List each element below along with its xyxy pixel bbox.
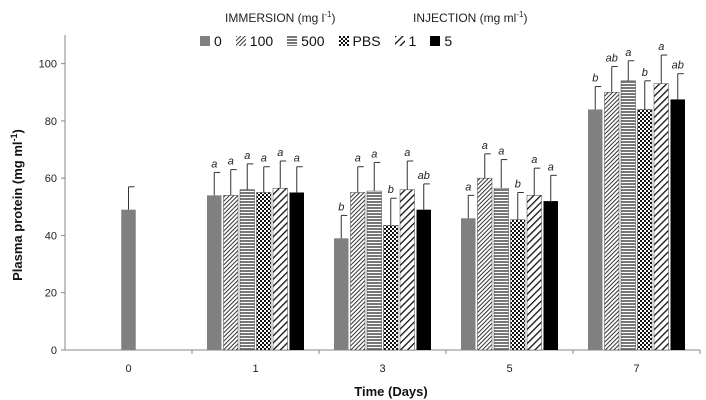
significance-label: b <box>642 67 648 79</box>
x-tick-label: 7 <box>633 363 639 375</box>
significance-label: a <box>244 150 250 162</box>
legend-item: 0 <box>200 33 222 49</box>
legend-label: 500 <box>301 33 325 49</box>
legend-swatch <box>200 36 210 46</box>
bar <box>289 192 304 350</box>
significance-label: a <box>498 146 504 158</box>
legend-swatch <box>235 36 246 46</box>
x-tick-label: 1 <box>252 363 258 375</box>
x-tick-label: 5 <box>506 363 512 375</box>
legend-swatch <box>287 36 298 46</box>
legend-item: PBS <box>338 33 381 49</box>
bar <box>461 218 476 350</box>
y-tick-label: 60 <box>45 173 57 185</box>
legend-swatch-fill <box>235 36 246 46</box>
bar <box>223 195 239 351</box>
bar <box>670 99 685 350</box>
x-tick-label: 3 <box>379 363 385 375</box>
legend-swatch-fill <box>287 36 298 46</box>
significance-label: a <box>404 147 410 159</box>
legend-item: 100 <box>235 33 274 49</box>
bar <box>334 238 349 350</box>
legend-swatch-fill <box>394 36 405 46</box>
bar <box>399 189 415 351</box>
significance-label: a <box>465 181 471 193</box>
bar <box>493 187 509 351</box>
bar <box>366 190 382 351</box>
y-tick-label: 40 <box>45 230 57 242</box>
legend-label: 0 <box>214 33 222 49</box>
significance-label: a <box>228 156 234 168</box>
bar <box>588 109 603 350</box>
legend-label: 1 <box>408 33 417 49</box>
bar <box>383 225 399 351</box>
legend-item: 5 <box>430 33 452 49</box>
significance-label: b <box>515 179 521 191</box>
significance-label: a <box>482 140 488 152</box>
legend-injection-title: INJECTION (mg ml-1) <box>413 10 528 25</box>
bar <box>207 195 222 350</box>
bar <box>477 177 493 351</box>
bar <box>653 83 669 351</box>
legend-label: PBS <box>352 33 381 49</box>
bar <box>620 80 636 351</box>
significance-label: ab <box>418 170 430 182</box>
legend: 0 100 500 PBS 1 5 <box>200 33 466 49</box>
significance-label: a <box>211 158 217 170</box>
bar <box>543 201 558 350</box>
legend-swatch <box>430 36 441 46</box>
significance-label: a <box>658 41 664 53</box>
significance-label: b <box>388 184 394 196</box>
bar <box>604 92 620 351</box>
significance-label: b <box>338 201 344 213</box>
significance-label: a <box>371 148 377 160</box>
significance-label: a <box>355 153 361 165</box>
significance-label: a <box>294 153 300 165</box>
legend-swatch <box>394 36 405 46</box>
legend-label: 5 <box>444 33 453 49</box>
bar <box>350 192 366 351</box>
bar <box>416 209 431 350</box>
x-tick-label: 0 <box>125 363 131 375</box>
legend-immersion-title: IMMERSION (mg l-1) <box>225 10 336 25</box>
legend-label: 100 <box>249 33 274 49</box>
significance-label: a <box>277 147 283 159</box>
legend-swatch-fill <box>200 36 210 46</box>
legend-swatch <box>338 36 349 46</box>
bar <box>637 109 653 351</box>
bar <box>526 195 542 351</box>
x-axis-label: Time (Days) <box>354 384 427 399</box>
significance-label: a <box>625 47 631 59</box>
bar <box>272 187 288 351</box>
bar <box>510 219 526 351</box>
significance-label: a <box>531 154 537 166</box>
legend-item: 1 <box>394 33 417 49</box>
y-tick-label: 20 <box>45 288 57 300</box>
bar <box>239 189 255 351</box>
significance-label: ab <box>672 60 684 72</box>
bar <box>121 209 136 350</box>
significance-label: a <box>261 153 267 165</box>
legend-item: 500 <box>287 33 325 49</box>
y-tick-label: 100 <box>39 59 57 71</box>
legend-swatch-fill <box>430 36 441 46</box>
significance-label: a <box>548 161 554 173</box>
significance-label: ab <box>606 53 618 65</box>
bar <box>256 192 272 351</box>
significance-label: b <box>592 73 598 85</box>
y-axis-label: Plasma protein (mg ml-1) <box>9 129 25 281</box>
legend-swatch-fill <box>338 36 349 46</box>
y-tick-label: 80 <box>45 116 57 128</box>
y-tick-label: 0 <box>51 345 57 357</box>
